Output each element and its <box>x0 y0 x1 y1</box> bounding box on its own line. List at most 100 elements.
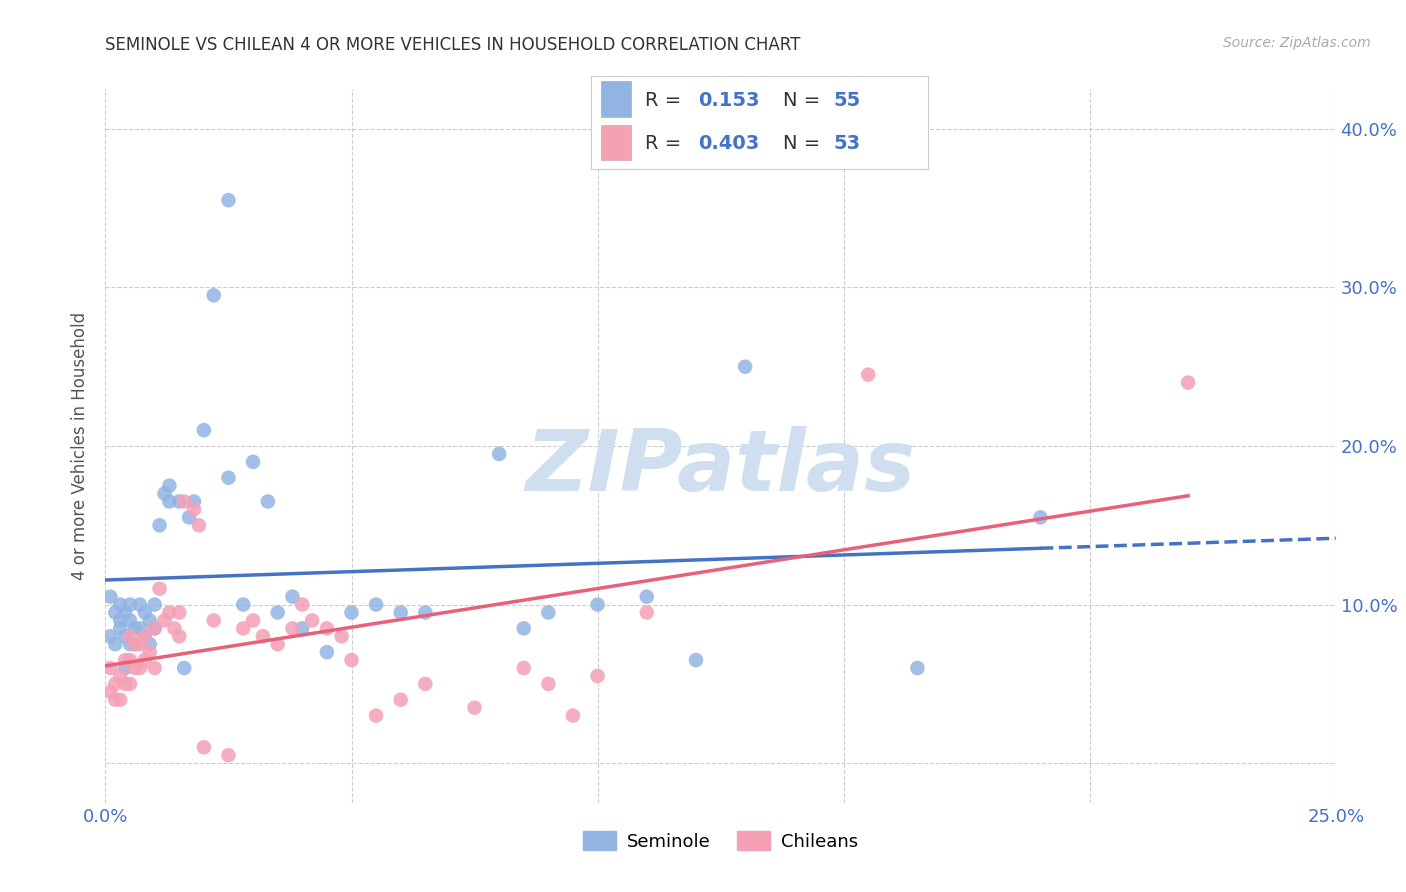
Point <box>291 621 314 635</box>
Text: SEMINOLE VS CHILEAN 4 OR MORE VEHICLES IN HOUSEHOLD CORRELATION CHART: SEMINOLE VS CHILEAN 4 OR MORE VEHICLES I… <box>105 36 801 54</box>
Point <box>257 494 280 508</box>
Point <box>415 606 437 620</box>
Point <box>114 677 136 691</box>
Text: 0.153: 0.153 <box>699 91 761 110</box>
Point <box>163 621 186 635</box>
Point <box>104 677 127 691</box>
Point <box>143 621 166 635</box>
Point <box>389 692 412 706</box>
Point <box>134 629 156 643</box>
Point <box>183 502 205 516</box>
Point <box>537 606 560 620</box>
FancyBboxPatch shape <box>600 125 631 160</box>
Point <box>110 669 132 683</box>
Point <box>124 661 146 675</box>
Text: 0.403: 0.403 <box>699 134 759 153</box>
Point <box>104 692 127 706</box>
Point <box>98 685 122 699</box>
Point <box>242 455 264 469</box>
Point <box>114 629 136 643</box>
Point <box>173 661 195 675</box>
Point <box>124 621 146 635</box>
Point <box>267 606 290 620</box>
Point <box>907 661 929 675</box>
Point <box>586 598 609 612</box>
Point <box>218 193 240 207</box>
Text: ZIPatlas: ZIPatlas <box>526 425 915 509</box>
Point <box>366 598 388 612</box>
Point <box>110 598 132 612</box>
Point <box>537 677 560 691</box>
Point <box>734 359 756 374</box>
Point <box>169 606 191 620</box>
Point <box>858 368 880 382</box>
Point <box>120 653 141 667</box>
Point <box>330 629 353 643</box>
FancyBboxPatch shape <box>600 81 631 117</box>
Point <box>586 669 609 683</box>
Point <box>120 677 141 691</box>
Point <box>562 708 585 723</box>
Point <box>252 629 274 643</box>
Text: Source: ZipAtlas.com: Source: ZipAtlas.com <box>1223 36 1371 50</box>
Point <box>188 518 211 533</box>
Point <box>340 653 363 667</box>
Point <box>315 645 337 659</box>
Point <box>153 486 176 500</box>
Point <box>267 637 290 651</box>
Point <box>149 518 172 533</box>
Point <box>281 621 304 635</box>
Point <box>114 606 136 620</box>
Y-axis label: 4 or more Vehicles in Household: 4 or more Vehicles in Household <box>72 312 90 580</box>
Point <box>1029 510 1052 524</box>
Point <box>143 621 166 635</box>
Point <box>124 637 146 651</box>
Point <box>138 614 162 628</box>
Point <box>218 748 240 763</box>
Point <box>129 637 152 651</box>
Point <box>232 598 254 612</box>
Text: R =: R = <box>644 91 688 110</box>
Point <box>110 614 132 628</box>
Point <box>98 590 122 604</box>
Point <box>159 494 180 508</box>
Point <box>685 653 707 667</box>
Point <box>104 606 127 620</box>
Point <box>242 614 264 628</box>
Point <box>138 637 162 651</box>
Point <box>513 621 536 635</box>
Point <box>143 598 166 612</box>
Point <box>143 661 166 675</box>
Point <box>173 494 195 508</box>
Point <box>169 494 191 508</box>
Point <box>315 621 337 635</box>
Point <box>134 606 156 620</box>
Point <box>159 478 180 492</box>
Text: 53: 53 <box>834 134 860 153</box>
Point <box>389 606 412 620</box>
Point <box>179 510 201 524</box>
Point <box>149 582 172 596</box>
Point <box>1177 376 1199 390</box>
Text: N =: N = <box>783 134 827 153</box>
Point <box>120 629 141 643</box>
Text: R =: R = <box>644 134 688 153</box>
Point <box>488 447 510 461</box>
Point <box>169 629 191 643</box>
Point <box>104 637 127 651</box>
Point <box>340 606 363 620</box>
Point <box>138 645 162 659</box>
Point <box>114 653 136 667</box>
Point <box>636 590 658 604</box>
Point <box>134 629 156 643</box>
Point <box>120 614 141 628</box>
Point <box>153 614 176 628</box>
Point <box>218 471 240 485</box>
Point <box>232 621 254 635</box>
Point <box>202 614 225 628</box>
Point <box>120 637 141 651</box>
Point <box>120 598 141 612</box>
Point <box>110 621 132 635</box>
Point <box>129 661 152 675</box>
Point <box>98 661 122 675</box>
